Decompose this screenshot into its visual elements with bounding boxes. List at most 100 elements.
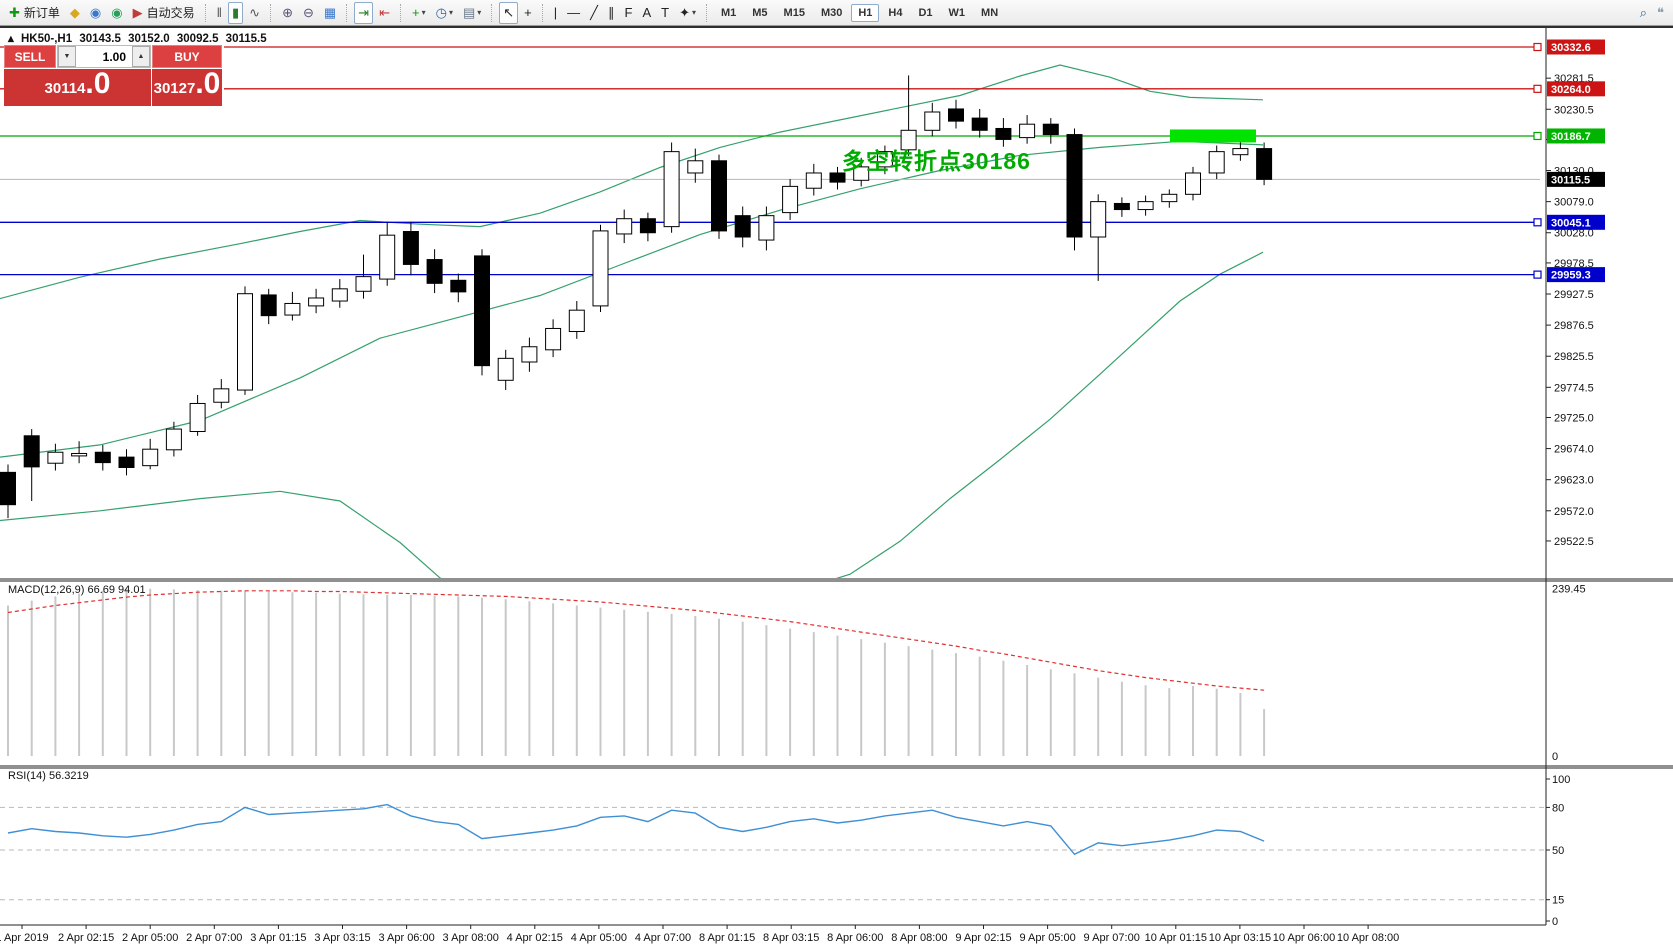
svg-text:50: 50 bbox=[1552, 845, 1564, 857]
buy-price-display[interactable]: 30127 .0 bbox=[152, 69, 222, 106]
timeframe-h4-button[interactable]: H4 bbox=[888, 6, 903, 19]
volume-input[interactable] bbox=[76, 46, 132, 67]
zoom-out-button[interactable]: ⊖ bbox=[299, 2, 318, 24]
svg-text:9 Apr 02:15: 9 Apr 02:15 bbox=[955, 932, 1011, 944]
svg-text:4 Apr 05:00: 4 Apr 05:00 bbox=[571, 932, 627, 944]
templates-button-dropdown-caret[interactable]: ▾ bbox=[477, 8, 482, 17]
timeframe-m15-button[interactable]: M15 bbox=[783, 6, 805, 19]
candle-bearish bbox=[734, 215, 751, 238]
symbol-period-label: HK50-,H1 bbox=[20, 33, 73, 45]
timeframe-d1-button[interactable]: D1 bbox=[918, 6, 933, 19]
bar-chart-button[interactable]: ‖ bbox=[213, 2, 226, 24]
chat-button[interactable]: ❝ bbox=[1653, 2, 1668, 24]
candle-bullish bbox=[142, 448, 159, 467]
candle-bullish bbox=[853, 166, 870, 181]
timeframe-mn-button[interactable]: MN bbox=[981, 6, 999, 19]
bar-chart-icon: ‖ bbox=[216, 5, 222, 20]
sell-price-display[interactable]: 30114 .0 bbox=[4, 69, 151, 106]
svg-text:0: 0 bbox=[1552, 751, 1558, 763]
crosshair-button[interactable]: + bbox=[520, 2, 536, 24]
cursor-button[interactable]: ↖ bbox=[499, 1, 519, 24]
candle-bullish bbox=[189, 402, 206, 433]
line-chart-button[interactable]: ∿ bbox=[245, 2, 264, 24]
candle-bearish bbox=[995, 127, 1012, 140]
text-button[interactable]: A bbox=[638, 2, 655, 24]
price-badge-30115.5 bbox=[1547, 171, 1605, 187]
equidistant-channel-button[interactable]: ∥ bbox=[604, 2, 619, 24]
buy-button[interactable]: BUY bbox=[152, 45, 222, 68]
candlestick-icon: ▮ bbox=[232, 5, 240, 20]
price-scale[interactable]: 30281.530230.530181.030130.030079.030028… bbox=[1546, 39, 1605, 929]
fibonacci-button[interactable]: F bbox=[620, 2, 636, 24]
level-line-handle bbox=[1533, 218, 1542, 227]
text-icon: A bbox=[642, 5, 652, 20]
timeframe-m30-button[interactable]: M30 bbox=[820, 6, 843, 19]
auto-scroll-button[interactable]: ⇥ bbox=[354, 1, 374, 24]
svg-text:29876.5: 29876.5 bbox=[1554, 320, 1594, 332]
time-axis[interactable]: 1 Apr 2019 2 Apr 02:15 2 Apr 05:00 2 Apr 07… bbox=[0, 925, 1399, 944]
shapes-button-dropdown-caret[interactable]: ▾ bbox=[691, 8, 696, 17]
new-order-button[interactable]: ✚ 新订单 bbox=[5, 2, 64, 24]
community-button[interactable]: ◉ bbox=[86, 2, 105, 24]
candlestick-button[interactable]: ▮ bbox=[228, 1, 244, 24]
tile-windows-button[interactable]: ▦ bbox=[320, 2, 340, 24]
svg-text:30079.0: 30079.0 bbox=[1554, 197, 1594, 209]
candle-bearish bbox=[1042, 123, 1059, 136]
signals-button[interactable]: ◉ bbox=[107, 2, 126, 24]
search-button[interactable]: ⌕ bbox=[1636, 2, 1651, 24]
svg-text:3 Apr 08:00: 3 Apr 08:00 bbox=[443, 932, 499, 944]
horizontal-line-button[interactable]: — bbox=[563, 2, 584, 24]
svg-text:3 Apr 06:00: 3 Apr 06:00 bbox=[378, 932, 434, 944]
vertical-line-button[interactable]: | bbox=[550, 2, 561, 24]
trendline-button[interactable]: ╱ bbox=[586, 2, 602, 24]
price-badge-30332.6 bbox=[1547, 39, 1605, 55]
candle-bullish bbox=[1090, 201, 1107, 238]
periods-button-dropdown-caret[interactable]: ▾ bbox=[448, 8, 453, 17]
svg-text:29522.5: 29522.5 bbox=[1554, 536, 1594, 548]
candle-bullish bbox=[687, 160, 704, 174]
open-value: 30143.5 bbox=[79, 33, 121, 45]
indicators-button-dropdown-caret[interactable]: ▾ bbox=[421, 8, 426, 17]
candle-bullish bbox=[545, 327, 562, 351]
volume-increase-button[interactable]: ▲ bbox=[132, 46, 150, 67]
chart-shift-button[interactable]: ⇤ bbox=[375, 2, 394, 24]
zoom-out-icon: ⊖ bbox=[302, 5, 314, 20]
level-line-handle bbox=[1533, 131, 1542, 141]
text-label-button[interactable]: T bbox=[657, 2, 673, 24]
candle-bearish bbox=[0, 471, 16, 506]
zoom-in-button[interactable]: ⊕ bbox=[278, 2, 297, 24]
candle-bullish bbox=[165, 428, 182, 451]
periods-button[interactable]: ◷ ▾ bbox=[432, 2, 457, 24]
candle-bullish bbox=[213, 388, 230, 403]
timeframe-m5-button[interactable]: M5 bbox=[752, 6, 768, 19]
green-highlight-marker[interactable] bbox=[1170, 129, 1256, 143]
metaeditor-button[interactable]: ◆ bbox=[66, 2, 84, 24]
svg-text:8 Apr 01:15: 8 Apr 01:15 bbox=[699, 932, 755, 944]
price-badge-30186.7 bbox=[1547, 128, 1605, 144]
autotrading-button[interactable]: ▶ 自动交易 bbox=[129, 2, 199, 24]
shapes-button[interactable]: ✦ ▾ bbox=[675, 2, 700, 24]
templates-button[interactable]: ▤ ▾ bbox=[459, 2, 485, 24]
indicators-button[interactable]: + ▾ bbox=[408, 2, 430, 24]
macd-indicator-label: MACD(12,26,9) 66.69 94.01 bbox=[8, 584, 146, 596]
svg-text:1 Apr 2019: 1 Apr 2019 bbox=[0, 932, 49, 944]
price-badge-30045.1 bbox=[1547, 214, 1605, 230]
volume-decrease-button[interactable]: ▼ bbox=[58, 46, 76, 67]
rsi-indicator-label: RSI(14) 56.3219 bbox=[8, 770, 89, 782]
svg-text:10 Apr 03:15: 10 Apr 03:15 bbox=[1209, 932, 1271, 944]
candle-bullish bbox=[71, 452, 88, 457]
chart-text-annotation[interactable]: 多空转折点30186 bbox=[842, 148, 1031, 174]
trade-panel-toggle[interactable]: ▴ bbox=[8, 33, 14, 45]
chat-icon: ❝ bbox=[1657, 5, 1664, 20]
timeframe-m1-button[interactable]: M1 bbox=[720, 6, 737, 19]
price-badge-29959.3 bbox=[1547, 267, 1605, 283]
svg-text:3 Apr 03:15: 3 Apr 03:15 bbox=[314, 932, 370, 944]
chart-shift-icon: ⇤ bbox=[379, 5, 390, 20]
price-badge-30264.0 bbox=[1547, 81, 1605, 97]
toolbar-separator bbox=[399, 3, 402, 22]
timeframe-h1-button[interactable]: H1 bbox=[851, 3, 880, 22]
periods-icon: ◷ bbox=[435, 5, 447, 20]
timeframe-w1-button[interactable]: W1 bbox=[948, 6, 966, 19]
sell-button[interactable]: SELL bbox=[4, 45, 56, 68]
